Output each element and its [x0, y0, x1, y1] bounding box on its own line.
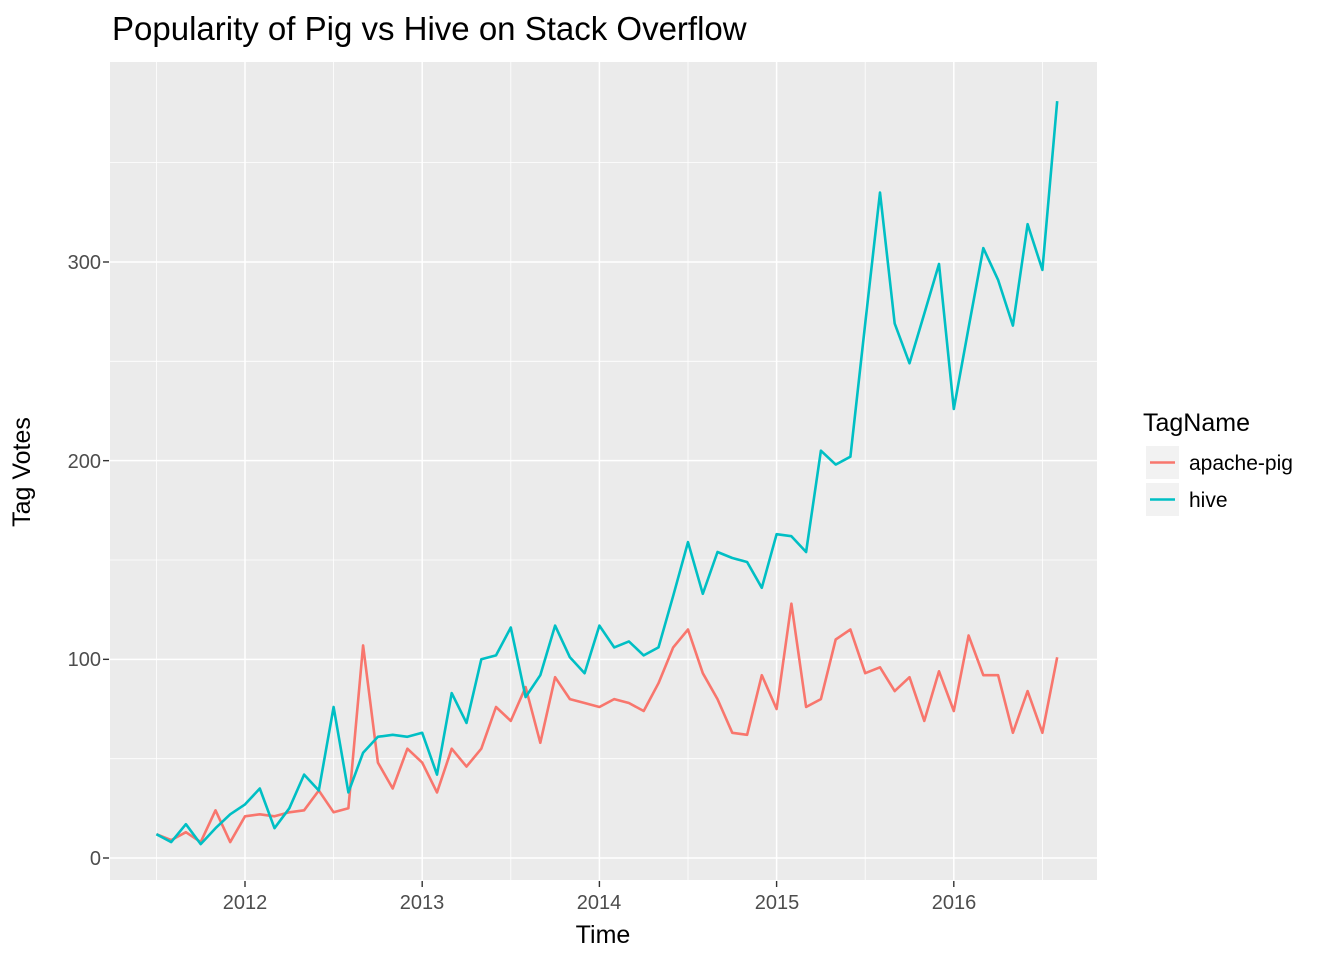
y-tick-200: 200	[68, 451, 101, 473]
legend-label-apache-pig: apache-pig	[1189, 452, 1293, 475]
x-tick-2013: 2013	[400, 892, 445, 914]
y-tick-100: 100	[68, 649, 101, 671]
x-tick-2012: 2012	[223, 892, 268, 914]
data-series-lines	[155, 100, 1059, 846]
legend-item-hive: hive	[1146, 483, 1228, 516]
x-tick-2014: 2014	[577, 892, 622, 914]
chart-title: Popularity of Pig vs Hive on Stack Overf…	[112, 10, 747, 47]
x-axis-title: Time	[576, 921, 631, 949]
axis-tick-marks	[103, 261, 955, 887]
legend: TagName apache-pig hive	[1143, 409, 1293, 516]
legend-item-apache-pig: apache-pig	[1146, 446, 1293, 479]
x-tick-2015: 2015	[755, 892, 800, 914]
plot-panel	[110, 62, 1097, 880]
y-axis-title: Tag Votes	[8, 417, 36, 527]
legend-label-hive: hive	[1189, 489, 1228, 512]
minor-gridlines	[110, 62, 1097, 880]
x-tick-2016: 2016	[932, 892, 977, 914]
major-gridlines	[110, 62, 1097, 880]
y-tick-300: 300	[68, 252, 101, 274]
legend-title: TagName	[1143, 409, 1250, 437]
y-tick-0: 0	[90, 848, 101, 870]
